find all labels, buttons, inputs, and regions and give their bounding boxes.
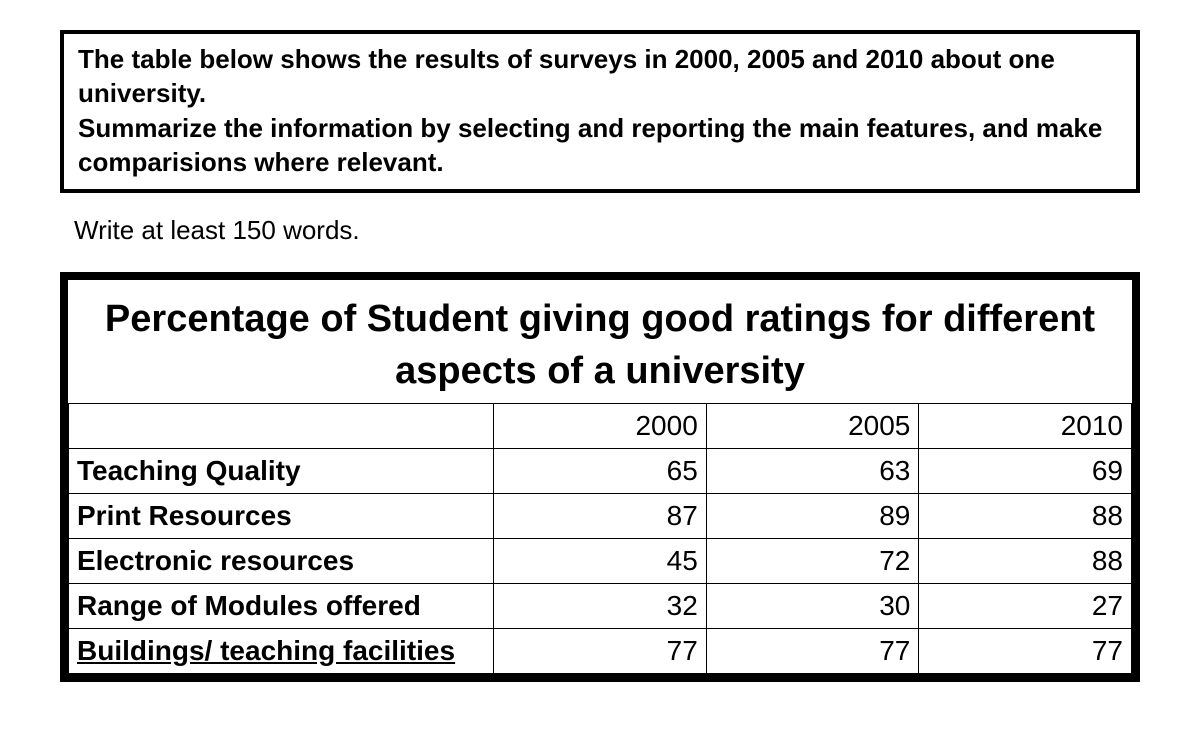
table-header-empty (69, 403, 494, 448)
ratings-table: 2000 2005 2010 Teaching Quality 65 63 69… (68, 403, 1132, 674)
table-row: Electronic resources 45 72 88 (69, 538, 1132, 583)
row-label: Range of Modules offered (69, 583, 494, 628)
row-value: 87 (494, 493, 707, 538)
table-header-year: 2000 (494, 403, 707, 448)
row-value: 65 (494, 448, 707, 493)
row-value: 63 (706, 448, 919, 493)
row-label: Teaching Quality (69, 448, 494, 493)
row-label: Print Resources (69, 493, 494, 538)
row-value: 69 (919, 448, 1132, 493)
row-value: 77 (919, 628, 1132, 673)
ratings-table-container: Percentage of Student giving good rating… (60, 272, 1140, 682)
row-label: Electronic resources (69, 538, 494, 583)
task-prompt-box: The table below shows the results of sur… (60, 30, 1140, 193)
row-value: 77 (494, 628, 707, 673)
row-value: 30 (706, 583, 919, 628)
task-prompt-line-1: The table below shows the results of sur… (78, 42, 1122, 111)
row-label: Buildings/ teaching facilities (69, 628, 494, 673)
row-value: 88 (919, 493, 1132, 538)
table-row: Buildings/ teaching facilities 77 77 77 (69, 628, 1132, 673)
row-value: 45 (494, 538, 707, 583)
word-count-instruction: Write at least 150 words. (74, 215, 1140, 246)
table-title: Percentage of Student giving good rating… (68, 280, 1132, 403)
page: The table below shows the results of sur… (0, 0, 1200, 733)
row-value: 72 (706, 538, 919, 583)
row-value: 32 (494, 583, 707, 628)
table-row: Teaching Quality 65 63 69 (69, 448, 1132, 493)
row-value: 77 (706, 628, 919, 673)
row-value: 27 (919, 583, 1132, 628)
table-row: Print Resources 87 89 88 (69, 493, 1132, 538)
table-row: Range of Modules offered 32 30 27 (69, 583, 1132, 628)
table-header-year: 2010 (919, 403, 1132, 448)
task-prompt-line-2: Summarize the information by selecting a… (78, 111, 1122, 180)
table-header-row: 2000 2005 2010 (69, 403, 1132, 448)
table-header-year: 2005 (706, 403, 919, 448)
row-value: 88 (919, 538, 1132, 583)
row-value: 89 (706, 493, 919, 538)
